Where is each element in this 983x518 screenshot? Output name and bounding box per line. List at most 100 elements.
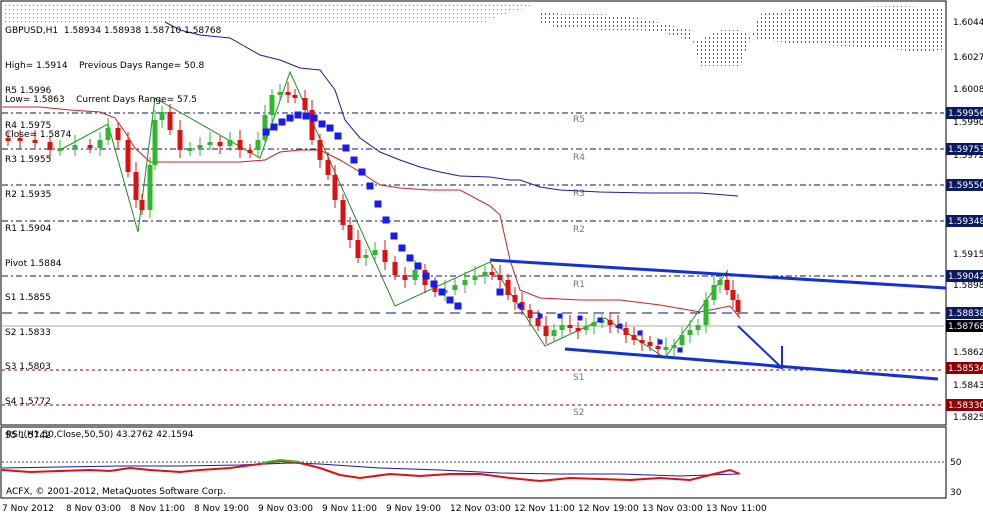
high-range-line: High= 1.5914 Previous Days Range= 50.8: [5, 61, 221, 73]
candle-body: [87, 145, 93, 148]
candle-body: [152, 120, 158, 165]
candle-body: [551, 330, 557, 336]
step-marker: [326, 124, 334, 132]
candle: [255, 132, 261, 158]
candle-body: [735, 300, 741, 312]
pivot-level-s1: S1 1.5855: [5, 293, 51, 303]
candle-body: [567, 325, 573, 328]
arrow-path[interactable]: [737, 325, 783, 369]
rsi-green-segment: [261, 458, 301, 464]
level-label-r1: R1: [573, 280, 585, 290]
price-badge-text: 1.59550: [948, 181, 983, 191]
candle-body: [559, 325, 565, 330]
candle-body: [527, 310, 533, 318]
cloud-red: [538, 6, 942, 66]
arrow-head: [769, 346, 783, 370]
trend-channel[interactable]: [489, 258, 947, 381]
candle-body: [17, 138, 23, 141]
candle: [115, 122, 121, 148]
candle: [527, 304, 533, 326]
price-badge-text: 1.58534: [948, 364, 983, 374]
candle-body: [392, 262, 398, 275]
rsi-red-line: [1, 459, 741, 483]
step-marker: [597, 317, 603, 323]
candle: [512, 287, 518, 310]
price-axis: 1.60445 1.60270 1.60085 1.59900 1.59720 …: [953, 18, 983, 423]
candle-body: [325, 160, 331, 175]
candle-body: [302, 98, 308, 110]
pivot-level-s4: S4 1.5772: [5, 396, 51, 407]
candle-body: [639, 340, 645, 343]
candle: [472, 266, 478, 285]
step-marker: [398, 244, 406, 252]
rsi-blue-line: [1, 462, 739, 477]
candle: [559, 317, 565, 338]
candle: [325, 152, 331, 180]
candle-body: [47, 142, 53, 150]
step-marker: [414, 262, 422, 270]
price-badge-text: 1.58330: [948, 401, 983, 411]
step-marker: [350, 156, 358, 164]
ichimoku-cloud: [0, 2, 942, 66]
low-range-line: Low= 1.5863 Current Days Range= 57.5: [5, 95, 221, 107]
time-tick: 9 Nov 03:00: [258, 504, 313, 514]
candle: [730, 280, 736, 308]
step-marker: [390, 232, 398, 240]
candle: [551, 324, 557, 341]
pivot-level-s2: S2 1.5833: [5, 327, 51, 338]
pivot-level-s5: S5 1.5742: [5, 431, 51, 441]
candle: [452, 279, 458, 295]
candle-body: [105, 128, 111, 140]
channel-lower-line[interactable]: [564, 347, 939, 381]
time-tick: 9 Nov 19:00: [386, 504, 441, 514]
channel-upper-line[interactable]: [489, 258, 947, 290]
candle-body: [402, 275, 408, 280]
candle-body: [125, 140, 131, 172]
candle-body: [535, 318, 541, 326]
pivot-level-pivot: Pivot 1.5884: [5, 258, 62, 269]
candle: [703, 292, 709, 333]
price-badge-bg: [946, 399, 983, 411]
time-tick: 8 Nov 11:00: [130, 504, 185, 514]
candle-body: [472, 276, 478, 280]
rsi-tick-30: 30: [950, 488, 962, 498]
candle-body: [147, 165, 153, 210]
candle-body: [695, 325, 701, 330]
candle: [97, 132, 103, 156]
candle-body: [717, 280, 723, 285]
candle-body: [207, 142, 213, 145]
candle-body: [372, 250, 378, 255]
step-marker: [446, 296, 454, 304]
price-badge: 1.58330: [946, 399, 983, 411]
candle: [482, 266, 488, 284]
candle-body: [285, 92, 291, 95]
candle-body: [505, 280, 511, 295]
price-badge-bg: [946, 215, 983, 227]
candle-body: [32, 140, 38, 143]
candle: [489, 264, 495, 280]
candle-body: [72, 145, 78, 148]
time-tick: 13 Nov 03:00: [642, 504, 703, 514]
price-badge: 1.58534: [946, 362, 983, 374]
candle: [277, 84, 283, 100]
candle-body: [115, 128, 121, 140]
candle-body: [57, 148, 63, 151]
price-badges: 1.59956 1.59753 1.59550 1.59348 1.59042 1.588…: [946, 107, 983, 411]
candle-body: [237, 140, 243, 150]
time-tick: 8 Nov 03:00: [66, 504, 121, 514]
candle: [133, 162, 139, 208]
main-chart-frame: [0, 0, 947, 426]
candle: [462, 272, 468, 293]
level-label-s1: S1: [573, 373, 584, 383]
price-badge: 1.58768: [946, 320, 983, 332]
step-marker: [366, 182, 374, 190]
candle-body: [730, 290, 736, 300]
price-tick: 1.58255: [953, 413, 983, 423]
candle-body: [187, 148, 193, 151]
price-badge: 1.59348: [946, 215, 983, 227]
candle: [382, 240, 388, 270]
candle-body: [497, 275, 503, 280]
price-badge-bg: [946, 107, 983, 119]
